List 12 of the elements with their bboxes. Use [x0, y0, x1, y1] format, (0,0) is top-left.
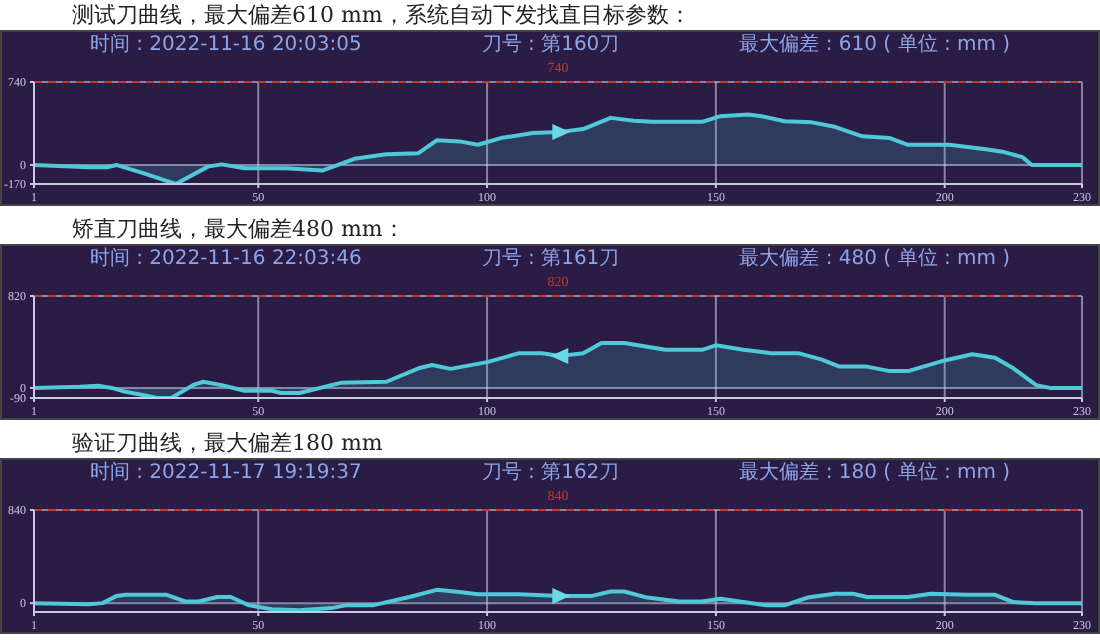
text: 时间 : 2022-11-16 22:03:46 — [89, 248, 362, 270]
chart-title: 验证刀曲线，最大偏差180 mm — [70, 428, 385, 458]
chart-title: 矫直刀曲线，最大偏差480 mm： — [70, 214, 407, 244]
text: 最大偏差 : 480 ( 单位 : mm ) — [739, 248, 1011, 270]
text: 最大偏差 : 180 ( 单位 : mm ) — [739, 462, 1011, 484]
text: 刀号 : 第160刀 — [481, 34, 620, 56]
chart-title: 测试刀曲线，最大偏差610 mm，系统自动下发找直目标参数： — [70, 0, 693, 30]
text: 刀号 : 第162刀 — [481, 462, 620, 484]
text: 时间 : 2022-11-16 20:03:05 — [89, 34, 362, 56]
text: 时间 : 2022-11-17 19:19:37 — [89, 462, 362, 484]
text: 刀号 : 第161刀 — [481, 248, 620, 270]
text: 最大偏差 : 610 ( 单位 : mm ) — [739, 34, 1011, 56]
